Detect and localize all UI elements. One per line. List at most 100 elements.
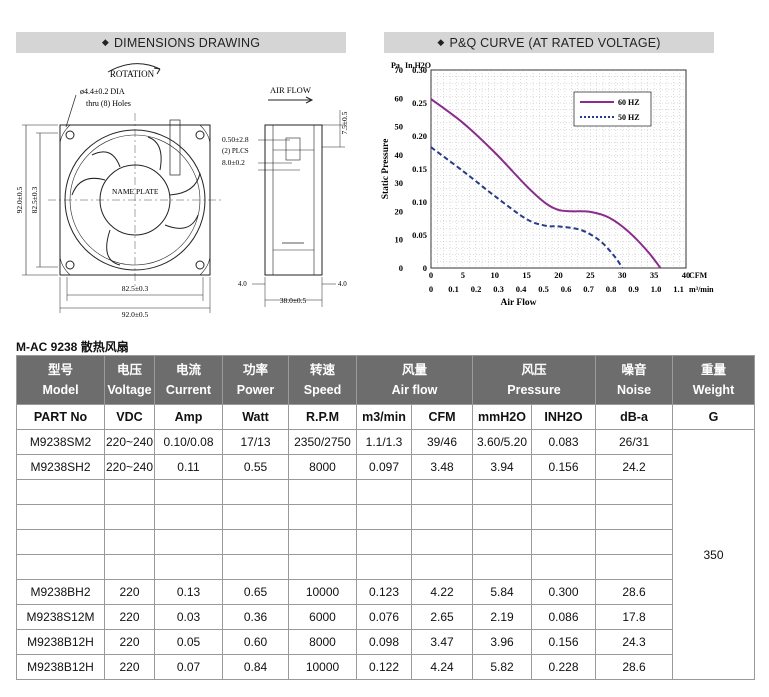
x-tick-cfm: 20 (554, 270, 563, 280)
table-cell: 10000 (288, 654, 357, 680)
dim-width-inner: 82.5±0.3 (122, 284, 149, 293)
y-tick-pa: 0 (399, 263, 403, 273)
table-cell (595, 554, 674, 580)
legend-label: 60 HZ (618, 98, 640, 107)
x-tick-cfm: 15 (522, 270, 531, 280)
table-cell (154, 554, 223, 580)
x-unit-m3: m³/min (689, 285, 714, 294)
table-row: M9238B12H 220 0.07 0.84 10000 0.122 4.24 5.82 0.… (16, 654, 755, 680)
table-cell (356, 504, 412, 530)
table-cell: 28.6 (595, 654, 674, 680)
x-axis-title: Air Flow (501, 298, 537, 308)
x-tick-m3: 0.1 (448, 284, 459, 294)
table-cell: 2.19 (472, 604, 532, 630)
y-tick-pa: 70 (395, 65, 404, 75)
y-axis-title: Static Pressure (381, 139, 391, 200)
product-title: M-AC 9238 散热风扇 (16, 340, 129, 354)
table-cell (16, 529, 105, 555)
mount-hole-icon (65, 130, 75, 140)
y-tick-inh2o: 0 (423, 263, 427, 273)
dim-75: 7.5±0.5 (340, 111, 349, 134)
table-row: M9238S12M 220 0.03 0.36 6000 0.076 2.65 2.19 0.0… (16, 604, 755, 630)
table-cell: 2.65 (411, 604, 473, 630)
x-tick-cfm: 0 (429, 270, 433, 280)
x-tick-m3: 0.9 (628, 284, 639, 294)
dim-plcs: (2) PLCS (222, 147, 249, 155)
header-weight: 重量 Weight (672, 355, 756, 405)
table-cell (288, 554, 357, 580)
table-cell (356, 554, 412, 580)
table-cell: M9238SH2 (16, 454, 105, 480)
y-tick-inh2o: 0.30 (412, 65, 427, 75)
table-cell (104, 479, 155, 505)
y-tick-inh2o: 0.15 (412, 164, 427, 174)
y-unit-inh2o: In.H2O (405, 61, 431, 70)
y-tick-inh2o: 0.20 (412, 131, 427, 141)
dimensions-section-header: ◆ DIMENSIONS DRAWING (16, 32, 346, 53)
table-cell: M9238B12H (16, 654, 105, 680)
table-cell: 0.13 (154, 579, 223, 605)
table-cell: M9238B12H (16, 629, 105, 655)
unit-cell: CFM (411, 404, 473, 430)
table-cell: 0.11 (154, 454, 223, 480)
dim-height-outer: 92.0±0.5 (15, 186, 24, 213)
table-cell: 3.47 (411, 629, 473, 655)
table-cell (104, 529, 155, 555)
table-cell: 220 (104, 579, 155, 605)
table-cell (16, 479, 105, 505)
table-cell: 2350/2750 (288, 429, 357, 455)
x-tick-m3: 0.6 (561, 284, 572, 294)
x-tick-m3: 0.5 (538, 284, 549, 294)
y-tick-pa: 40 (395, 150, 404, 160)
table-cell: 0.65 (222, 579, 289, 605)
table-cell: 0.60 (222, 629, 289, 655)
table-row (16, 554, 755, 580)
table-cell (411, 504, 473, 530)
y-tick-inh2o: 0.05 (412, 230, 427, 240)
y-tick-pa: 10 (395, 235, 404, 245)
table-cell (595, 529, 674, 555)
table-cell: 28.6 (595, 579, 674, 605)
header-noise: 噪音 Noise (595, 355, 674, 405)
table-cell (222, 504, 289, 530)
table-cell: 0.098 (356, 629, 412, 655)
weight-cell: 350 (672, 429, 756, 680)
table-row: M9238SH2 220~240 0.11 0.55 8000 0.097 3.48 3.94… (16, 454, 755, 480)
hole-count-label: thru (8) Holes (86, 99, 131, 108)
x-tick-cfm: 5 (461, 270, 465, 280)
table-cell: 220 (104, 654, 155, 680)
table-cell: 0.07 (154, 654, 223, 680)
table-cell (104, 504, 155, 530)
dimensions-title: DIMENSIONS DRAWING (113, 35, 261, 50)
series-line-50hz (430, 146, 624, 269)
table-cell (472, 529, 532, 555)
table-row: M9238BH2 220 0.13 0.65 10000 0.123 4.22 5.84 0.3… (16, 579, 755, 605)
table-cell: 10000 (288, 579, 357, 605)
table-cell: 17.8 (595, 604, 674, 630)
fan-side-view (264, 124, 323, 276)
table-cell (104, 554, 155, 580)
unit-cell: R.P.M (288, 404, 357, 430)
table-cell: 0.05 (154, 629, 223, 655)
y-tick-pa: 60 (395, 93, 404, 103)
table-cell (472, 554, 532, 580)
table-cell: 5.82 (472, 654, 532, 680)
unit-cell: mmH2O (472, 404, 532, 430)
diamond-bullet-icon: ◆ (437, 37, 445, 47)
dim-screw: 0.50±2.8 (222, 135, 249, 144)
table-cell: 0.156 (530, 629, 597, 655)
y-tick-pa: 30 (395, 178, 404, 188)
table-cell (530, 554, 597, 580)
table-cell (222, 479, 289, 505)
table-cell (411, 554, 473, 580)
table-cell: 3.60/5.20 (472, 429, 532, 455)
table-cell: 220 (104, 629, 155, 655)
table-cell (288, 479, 357, 505)
table-cell: 0.097 (356, 454, 412, 480)
table-cell (154, 504, 223, 530)
legend-label: 50 HZ (618, 113, 640, 122)
pq-curve-chart: 01020304050607000.050.100.150.200.250.30… (381, 61, 714, 308)
x-tick-m3: 0.3 (493, 284, 504, 294)
table-cell: 3.48 (411, 454, 473, 480)
table-cell (222, 554, 289, 580)
